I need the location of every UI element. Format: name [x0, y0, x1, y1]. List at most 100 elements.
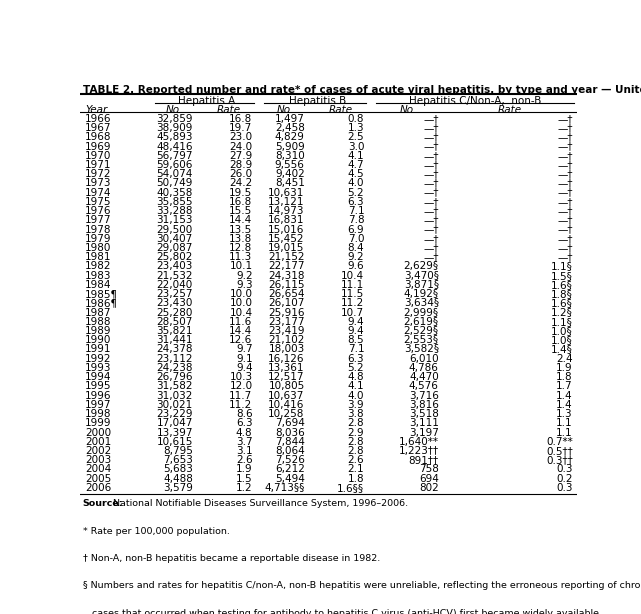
- Text: 1.4: 1.4: [556, 391, 573, 400]
- Text: 19.7: 19.7: [229, 123, 253, 133]
- Text: 1979: 1979: [85, 234, 112, 244]
- Text: Hepatitis B: Hepatitis B: [288, 96, 346, 106]
- Text: 8.5: 8.5: [347, 335, 364, 345]
- Text: 8,310: 8,310: [275, 151, 304, 161]
- Text: Year: Year: [85, 105, 107, 115]
- Text: —†: —†: [558, 206, 573, 216]
- Text: —†: —†: [423, 142, 439, 152]
- Text: 1.7: 1.7: [556, 381, 573, 391]
- Text: 1970: 1970: [85, 151, 112, 161]
- Text: 14.4: 14.4: [229, 216, 253, 225]
- Text: 7,653: 7,653: [163, 455, 193, 465]
- Text: 2,458: 2,458: [275, 123, 304, 133]
- Text: 14,973: 14,973: [268, 206, 304, 216]
- Text: 4.8: 4.8: [236, 427, 253, 438]
- Text: 2,529§: 2,529§: [404, 326, 439, 336]
- Text: —†: —†: [558, 114, 573, 124]
- Text: 4.1: 4.1: [347, 381, 364, 391]
- Text: 13.5: 13.5: [229, 225, 253, 235]
- Text: —†: —†: [423, 188, 439, 198]
- Text: 10.4: 10.4: [229, 308, 253, 317]
- Text: —†: —†: [558, 216, 573, 225]
- Text: 10.0: 10.0: [229, 289, 253, 299]
- Text: —†: —†: [423, 216, 439, 225]
- Text: 59,606: 59,606: [156, 160, 193, 170]
- Text: 1.9: 1.9: [556, 363, 573, 373]
- Text: 8,451: 8,451: [275, 179, 304, 188]
- Text: 1.0§: 1.0§: [551, 335, 573, 345]
- Text: —†: —†: [423, 151, 439, 161]
- Text: 3,579: 3,579: [163, 483, 193, 493]
- Text: 1.0§: 1.0§: [551, 326, 573, 336]
- Text: 35,821: 35,821: [156, 326, 193, 336]
- Text: 1995: 1995: [85, 381, 112, 391]
- Text: 802: 802: [419, 483, 439, 493]
- Text: —†: —†: [423, 169, 439, 179]
- Text: 29,087: 29,087: [156, 243, 193, 253]
- Text: 1.4§: 1.4§: [551, 344, 573, 354]
- Text: 9.3: 9.3: [236, 280, 253, 290]
- Text: 16,126: 16,126: [268, 354, 304, 363]
- Text: 3.7: 3.7: [236, 437, 253, 447]
- Text: 2005: 2005: [85, 473, 112, 484]
- Text: 25,280: 25,280: [156, 308, 193, 317]
- Text: 2.6: 2.6: [347, 455, 364, 465]
- Text: 1989: 1989: [85, 326, 112, 336]
- Text: 6,010: 6,010: [409, 354, 439, 363]
- Text: 40,358: 40,358: [156, 188, 193, 198]
- Text: 56,797: 56,797: [156, 151, 193, 161]
- Text: —†: —†: [558, 252, 573, 262]
- Text: 12,517: 12,517: [268, 372, 304, 382]
- Text: 23,112: 23,112: [156, 354, 193, 363]
- Text: 1988: 1988: [85, 317, 112, 327]
- Text: 24.0: 24.0: [229, 142, 253, 152]
- Text: 1.1: 1.1: [556, 418, 573, 429]
- Text: 4,713§§: 4,713§§: [264, 483, 304, 493]
- Text: 1.6§: 1.6§: [551, 298, 573, 308]
- Text: 24,378: 24,378: [156, 344, 193, 354]
- Text: 1976: 1976: [85, 206, 112, 216]
- Text: 18,003: 18,003: [269, 344, 304, 354]
- Text: 1978: 1978: [85, 225, 112, 235]
- Text: 2004: 2004: [85, 464, 112, 475]
- Text: —†: —†: [558, 132, 573, 142]
- Text: —†: —†: [423, 160, 439, 170]
- Text: 4,786: 4,786: [409, 363, 439, 373]
- Text: 4.8: 4.8: [347, 372, 364, 382]
- Text: 23,229: 23,229: [156, 409, 193, 419]
- Text: 2003: 2003: [85, 455, 112, 465]
- Text: 0.5††: 0.5††: [546, 446, 573, 456]
- Text: Rate: Rate: [329, 105, 353, 115]
- Text: 6.9: 6.9: [347, 225, 364, 235]
- Text: 31,582: 31,582: [156, 381, 193, 391]
- Text: 10.1: 10.1: [229, 262, 253, 271]
- Text: 45,893: 45,893: [156, 132, 193, 142]
- Text: 3,582§: 3,582§: [404, 344, 439, 354]
- Text: 2.8: 2.8: [347, 446, 364, 456]
- Text: 4.1: 4.1: [347, 151, 364, 161]
- Text: 1,640**: 1,640**: [399, 437, 439, 447]
- Text: 9.4: 9.4: [347, 326, 364, 336]
- Text: No.: No.: [166, 105, 183, 115]
- Text: 26,107: 26,107: [269, 298, 304, 308]
- Text: 6.3: 6.3: [347, 197, 364, 207]
- Text: —†: —†: [558, 188, 573, 198]
- Text: —†: —†: [423, 252, 439, 262]
- Text: 2.6: 2.6: [236, 455, 253, 465]
- Text: 3,111: 3,111: [409, 418, 439, 429]
- Text: 17,047: 17,047: [156, 418, 193, 429]
- Text: 9,402: 9,402: [275, 169, 304, 179]
- Text: 2.8: 2.8: [347, 418, 364, 429]
- Text: 1992: 1992: [85, 354, 112, 363]
- Text: 11.5: 11.5: [341, 289, 364, 299]
- Text: 2,999§: 2,999§: [404, 308, 439, 317]
- Text: 3,470§: 3,470§: [404, 271, 439, 281]
- Text: 9,556: 9,556: [275, 160, 304, 170]
- Text: —†: —†: [558, 151, 573, 161]
- Text: 5.2: 5.2: [347, 363, 364, 373]
- Text: 1966: 1966: [85, 114, 112, 124]
- Text: 12.6: 12.6: [229, 335, 253, 345]
- Text: 13,397: 13,397: [156, 427, 193, 438]
- Text: 9.2: 9.2: [347, 252, 364, 262]
- Text: 2.1: 2.1: [347, 464, 364, 475]
